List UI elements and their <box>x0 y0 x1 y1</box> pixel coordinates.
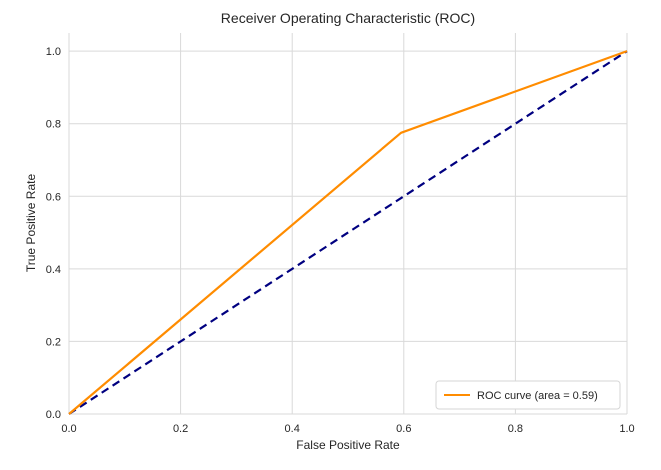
ticks-layer: 0.0 0.2 0.4 0.6 0.8 1.0 0.0 0.2 0.4 0.6 0.8 1.0 <box>46 46 635 435</box>
y-tick-label-3: 0.6 <box>46 191 61 203</box>
x-tick-label-5: 1.0 <box>619 423 634 435</box>
diagonal-reference-line <box>68 50 628 415</box>
y-tick-label-1: 0.2 <box>46 336 61 348</box>
x-tick-label-0: 0.0 <box>61 423 76 435</box>
legend-label-roc-curve: ROC curve (area = 0.59) <box>477 390 598 402</box>
x-tick-label-4: 0.8 <box>508 423 523 435</box>
legend-box <box>435 380 621 410</box>
y-tick-label-4: 0.8 <box>46 119 61 131</box>
x-tick-label-1: 0.2 <box>173 423 188 435</box>
chart-title: Receiver Operating Characteristic (ROC) <box>221 10 475 26</box>
grid-layer <box>68 33 628 415</box>
y-tick-label-2: 0.4 <box>46 264 61 276</box>
y-axis-label: True Positive Rate <box>24 174 38 273</box>
x-tick-label-3: 0.6 <box>396 423 411 435</box>
plot-area <box>69 33 627 414</box>
roc-curve-line <box>68 50 628 415</box>
x-axis-label: False Positive Rate <box>296 438 400 452</box>
x-tick-label-2: 0.4 <box>285 423 300 435</box>
series-layer <box>68 50 628 415</box>
y-tick-label-0: 0.0 <box>46 409 61 421</box>
legend: ROC curve (area = 0.59) <box>435 380 621 410</box>
y-tick-label-5: 1.0 <box>46 46 61 58</box>
